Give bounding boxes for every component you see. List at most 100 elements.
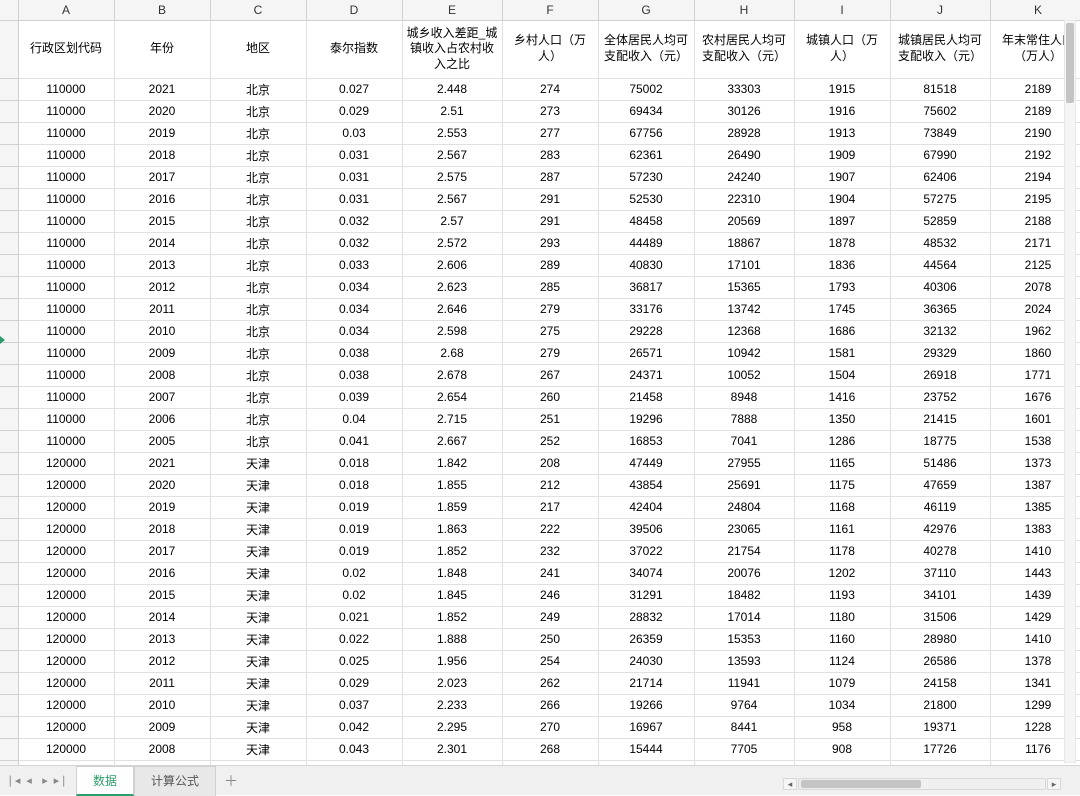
cell[interactable]: 天津	[210, 540, 306, 562]
cell[interactable]: 1.956	[402, 650, 502, 672]
cell[interactable]: 110000	[18, 144, 114, 166]
cell[interactable]: 2.553	[402, 122, 502, 144]
cell[interactable]: 29228	[598, 320, 694, 342]
cell[interactable]: 2012	[114, 276, 210, 298]
cell[interactable]: 42976	[890, 518, 990, 540]
column-header-H[interactable]: H	[694, 0, 794, 20]
cell[interactable]: 18482	[694, 584, 794, 606]
cell[interactable]: 16853	[598, 430, 694, 452]
cell[interactable]: 天津	[210, 584, 306, 606]
cell[interactable]: 120000	[18, 540, 114, 562]
cell[interactable]: 27955	[694, 452, 794, 474]
cell[interactable]: 262	[502, 672, 598, 694]
cell[interactable]: 120000	[18, 694, 114, 716]
cell[interactable]: 2.606	[402, 254, 502, 276]
cell[interactable]: 2010	[114, 694, 210, 716]
cell[interactable]: 44564	[890, 254, 990, 276]
cell[interactable]: 75602	[890, 100, 990, 122]
cell[interactable]: 110000	[18, 188, 114, 210]
cell[interactable]: 33303	[694, 78, 794, 100]
column-header-D[interactable]: D	[306, 0, 402, 20]
cell[interactable]: 2017	[114, 540, 210, 562]
cell[interactable]: 110000	[18, 100, 114, 122]
cell[interactable]: 120000	[18, 584, 114, 606]
cell[interactable]: 62361	[598, 144, 694, 166]
cell[interactable]: 2.667	[402, 430, 502, 452]
cell[interactable]: 23065	[694, 518, 794, 540]
cell[interactable]: 24158	[890, 672, 990, 694]
cell[interactable]: 120000	[18, 518, 114, 540]
cell[interactable]: 1909	[794, 144, 890, 166]
cell[interactable]: 北京	[210, 188, 306, 210]
cell[interactable]: 12368	[694, 320, 794, 342]
cell[interactable]: 24371	[598, 364, 694, 386]
cell[interactable]: 北京	[210, 254, 306, 276]
cell[interactable]: 0.019	[306, 518, 402, 540]
field-header-cell[interactable]: 地区	[210, 20, 306, 78]
cell[interactable]: 110000	[18, 342, 114, 364]
cell[interactable]: 天津	[210, 474, 306, 496]
cell[interactable]: 2016	[114, 188, 210, 210]
cell[interactable]: 25691	[694, 474, 794, 496]
column-header-E[interactable]: E	[402, 0, 502, 20]
cell[interactable]: 1168	[794, 496, 890, 518]
cell[interactable]: 13742	[694, 298, 794, 320]
cell[interactable]: 21714	[598, 672, 694, 694]
cell[interactable]: 254	[502, 650, 598, 672]
cell[interactable]: 2.68	[402, 342, 502, 364]
cell[interactable]: 110000	[18, 166, 114, 188]
row-number[interactable]	[0, 254, 18, 276]
cell[interactable]: 212	[502, 474, 598, 496]
cell[interactable]: 120000	[18, 496, 114, 518]
cell[interactable]: 57275	[890, 188, 990, 210]
cell[interactable]: 7705	[694, 738, 794, 760]
cell[interactable]: 62406	[890, 166, 990, 188]
cell[interactable]: 北京	[210, 210, 306, 232]
cell[interactable]: 2016	[114, 562, 210, 584]
cell[interactable]: 北京	[210, 78, 306, 100]
cell[interactable]: 2015	[114, 210, 210, 232]
cell[interactable]: 75002	[598, 78, 694, 100]
cell[interactable]: 17014	[694, 606, 794, 628]
cell[interactable]: 2.295	[402, 716, 502, 738]
cell[interactable]: 0.018	[306, 474, 402, 496]
cell[interactable]: 52859	[890, 210, 990, 232]
cell[interactable]: 43854	[598, 474, 694, 496]
field-header-cell[interactable]: 行政区划代码	[18, 20, 114, 78]
cell[interactable]: 11941	[694, 672, 794, 694]
cell[interactable]: 1202	[794, 562, 890, 584]
cell[interactable]: 110000	[18, 298, 114, 320]
field-header-cell[interactable]: 乡村人口（万人）	[502, 20, 598, 78]
cell[interactable]: 天津	[210, 716, 306, 738]
row-number[interactable]	[0, 210, 18, 232]
cell[interactable]: 2017	[114, 166, 210, 188]
row-number[interactable]	[0, 298, 18, 320]
row-number[interactable]	[0, 474, 18, 496]
row-number[interactable]	[0, 364, 18, 386]
cell[interactable]: 2005	[114, 430, 210, 452]
cell[interactable]: 0.03	[306, 122, 402, 144]
cell[interactable]: 10052	[694, 364, 794, 386]
cell[interactable]: 北京	[210, 100, 306, 122]
cell[interactable]: 69434	[598, 100, 694, 122]
cell[interactable]: 110000	[18, 276, 114, 298]
cell[interactable]: 2011	[114, 672, 210, 694]
row-number[interactable]	[0, 628, 18, 650]
cell[interactable]: 天津	[210, 562, 306, 584]
cell[interactable]: 0.025	[306, 650, 402, 672]
cell[interactable]: 48532	[890, 232, 990, 254]
cell[interactable]: 19296	[598, 408, 694, 430]
cell[interactable]: 0.034	[306, 276, 402, 298]
cell[interactable]: 北京	[210, 320, 306, 342]
cell[interactable]: 110000	[18, 320, 114, 342]
cell[interactable]: 279	[502, 342, 598, 364]
cell[interactable]: 0.043	[306, 738, 402, 760]
cell[interactable]: 110000	[18, 232, 114, 254]
cell[interactable]: 120000	[18, 562, 114, 584]
row-number[interactable]	[0, 408, 18, 430]
row-number[interactable]	[0, 496, 18, 518]
cell[interactable]: 48458	[598, 210, 694, 232]
cell[interactable]: 47659	[890, 474, 990, 496]
add-sheet-button[interactable]: ＋	[216, 767, 244, 795]
column-header-I[interactable]: I	[794, 0, 890, 20]
